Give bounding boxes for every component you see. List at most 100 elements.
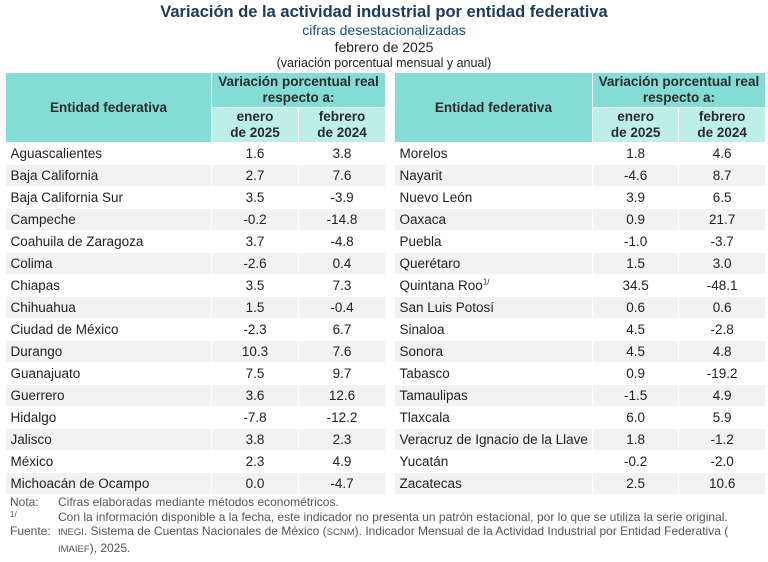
entity-name: Yucatán [394,450,593,473]
monthly-change: 4.5 [592,318,680,341]
monthly-change: 1.8 [592,142,680,165]
table-row: Veracruz de Ignacio de la Llave 1.8 -1.2 [394,428,766,451]
entity-name: Nuevo León [394,186,593,209]
monthly-change: -7.8 [211,406,299,429]
table-row: Baja California Sur 3.5 -3.9 [5,186,386,209]
annual-change: -12.2 [298,406,386,429]
annual-change: 21.7 [678,208,766,231]
monthly-change: 1.8 [592,428,680,451]
monthly-change: 3.5 [211,186,299,209]
annual-change: -14.8 [298,208,386,231]
monthly-change: 3.8 [211,428,299,451]
entity-name: Coahuila de Zaragoza [5,230,212,253]
annual-change: -2.8 [678,318,766,341]
annual-change: -2.0 [678,450,766,473]
annual-change: 4.9 [678,384,766,407]
table-row: Guerrero 3.6 12.6 [5,384,386,407]
annual-change: 3.0 [678,252,766,275]
annual-change: 3.8 [298,142,386,165]
entity-name: Baja California Sur [5,186,212,209]
annual-change: 4.9 [298,450,386,473]
entity-name: Puebla [394,230,593,253]
entity-name: Tabasco [394,362,593,385]
table-row: Chihuahua 1.5 -0.4 [5,296,386,319]
table-row: Durango 10.3 7.6 [5,340,386,363]
monthly-change: 1.5 [211,296,299,319]
header-variation: Variación porcentual real respecto a: [591,72,767,108]
table-row: Campeche -0.2 -14.8 [5,208,386,231]
annual-change: 8.7 [678,164,766,187]
monthly-change: 4.5 [592,340,680,363]
header-entity: Entidad federativa [394,72,593,143]
monthly-change: -0.2 [211,208,299,231]
annual-change: 5.9 [678,406,766,429]
table-row: San Luis Potosí 0.6 0.6 [394,296,766,319]
monthly-change: 0.6 [592,296,680,319]
annual-change: 7.6 [298,340,386,363]
entity-name: Guanajuato [5,362,212,385]
table-row: Morelos 1.8 4.6 [394,142,766,165]
entity-name: Veracruz de Ignacio de la Llave [394,428,593,451]
entity-name: Michoacán de Ocampo [5,472,212,494]
entity-name: Chiapas [5,274,212,297]
header-variation: Variación porcentual real respecto a: [211,72,386,108]
table-row: Querétaro 1.5 3.0 [394,252,766,275]
period: febrero de 2025 [334,39,434,55]
annual-change: 9.7 [298,362,386,385]
header-year: febrero de 2024 [678,107,766,143]
annual-change: 4.8 [678,340,766,363]
monthly-change: 10.3 [211,340,299,363]
table-row: Guanajuato 7.5 9.7 [5,362,386,385]
table-row: Nuevo León 3.9 6.5 [394,186,766,209]
monthly-change: 0.0 [211,472,299,494]
table-row: Coahuila de Zaragoza 3.7 -4.8 [5,230,386,253]
table-row: Tabasco 0.9 -19.2 [394,362,766,385]
header-entity: Entidad federativa [5,72,212,143]
table-row: Hidalgo -7.8 -12.2 [5,406,386,429]
entity-name: México [5,450,212,473]
annual-change: 4.6 [678,142,766,165]
table-row: Sinaloa 4.5 -2.8 [394,318,766,341]
entity-name: Tamaulipas [394,384,593,407]
monthly-change: -2.6 [211,252,299,275]
table-row: Baja California 2.7 7.6 [5,164,386,187]
monthly-change: -0.2 [592,450,680,473]
entity-name: Aguascalientes [5,142,212,165]
entity-name: Durango [5,340,212,363]
monthly-change: 3.5 [211,274,299,297]
right-table: Entidad federativa Variación porcentual … [394,72,767,494]
table-row: Chiapas 3.5 7.3 [5,274,386,297]
entity-name: Zacatecas [394,472,593,494]
entity-name: Guerrero [5,384,212,407]
annual-change: -3.9 [298,186,386,209]
annual-change: 7.6 [298,164,386,187]
table-row: Yucatán -0.2 -2.0 [394,450,766,473]
entity-name: Nayarit [394,164,593,187]
monthly-change: 6.0 [592,406,680,429]
monthly-change: 0.9 [592,208,680,231]
entity-name: Querétaro [394,252,593,275]
monthly-change: 1.5 [592,252,680,275]
entity-name: Colima [5,252,212,275]
monthly-change: -4.6 [592,164,680,187]
monthly-change: 0.9 [592,362,680,385]
annual-change: 12.6 [298,384,386,407]
annual-change: 7.3 [298,274,386,297]
source: Fuente: INEGI. Sistema de Cuentas Naciona… [10,524,729,555]
table-row: México 2.3 4.9 [5,450,386,473]
entity-name: Jalisco [5,428,212,451]
entity-name: San Luis Potosí [394,296,593,319]
table-row: Oaxaca 0.9 21.7 [394,208,766,231]
footnote: 1/Con la información disponible a la fec… [10,509,728,524]
monthly-change: -2.3 [211,318,299,341]
table-row: Tamaulipas -1.5 4.9 [394,384,766,407]
monthly-change: 2.5 [592,472,680,494]
notes: Nota: Cifras elaboradas mediante métodos … [10,495,760,557]
table-row: Colima -2.6 0.4 [5,252,386,275]
monthly-change: 2.3 [211,450,299,473]
header: Variación de la actividad industrial por… [0,0,768,71]
entity-name: Ciudad de México [5,318,212,341]
footnote-marker: 1/ [482,277,490,286]
annual-change: -1.2 [678,428,766,451]
table-row: Zacatecas 2.5 10.6 [394,472,766,494]
